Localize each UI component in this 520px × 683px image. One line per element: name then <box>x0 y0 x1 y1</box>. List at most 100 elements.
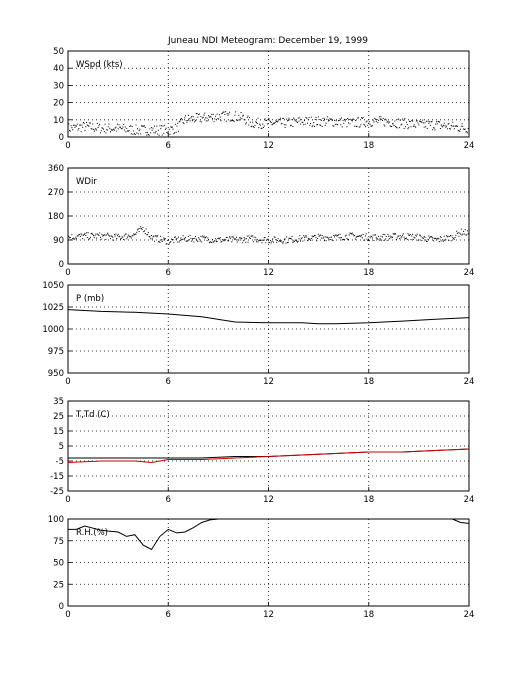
wdir-point <box>398 238 400 240</box>
wspd-point <box>162 125 164 127</box>
wspd-point <box>413 124 415 126</box>
wspd-point <box>410 126 412 128</box>
rh-xtick-label: 0 <box>65 610 70 620</box>
wdir-point <box>319 235 321 237</box>
wdir-point <box>437 237 439 239</box>
wdir-point <box>303 236 305 238</box>
wdir-point <box>256 241 258 243</box>
wdir-point <box>429 237 431 239</box>
wspd-point <box>298 120 300 122</box>
wdir-point <box>194 236 196 238</box>
wspd-point <box>299 117 301 119</box>
wspd-point <box>232 119 234 121</box>
wdir-point <box>95 233 97 235</box>
wspd-point <box>400 124 402 126</box>
wdir-point <box>164 238 166 240</box>
wspd-point <box>183 122 185 124</box>
wdir-point <box>232 236 234 238</box>
wdir-point <box>194 237 196 239</box>
wdir-point <box>361 237 363 239</box>
wspd-point <box>296 121 298 123</box>
wdir-point <box>285 242 287 244</box>
wspd-point <box>351 120 353 122</box>
wdir-point <box>412 233 414 235</box>
wdir-point <box>438 238 440 240</box>
wdir-point <box>185 240 187 242</box>
wdir-point <box>297 240 299 242</box>
pressure-ytick-label: 950 <box>48 369 64 379</box>
wdir-point <box>166 243 168 245</box>
wspd-point <box>304 123 306 125</box>
wdir-point <box>276 241 278 243</box>
wdir-point <box>433 238 435 240</box>
wdir-point <box>389 235 391 237</box>
wdir-point <box>353 235 355 237</box>
wspd-point <box>312 124 314 126</box>
wdir-point <box>139 227 141 229</box>
wdir-point <box>242 240 244 242</box>
wspd-point <box>458 129 460 131</box>
wdir-point <box>300 240 302 242</box>
wdir-point <box>96 237 98 239</box>
wspd-point <box>182 122 184 124</box>
wdir-point <box>90 233 92 235</box>
wdir-point <box>204 237 206 239</box>
wdir-point <box>378 239 380 241</box>
wspd-point <box>205 120 207 122</box>
wspd-point <box>433 127 435 129</box>
wspd-point <box>380 116 382 118</box>
wdir-point <box>92 235 94 237</box>
wspd-point <box>357 117 359 119</box>
wspd-point <box>341 117 343 119</box>
wspd-point <box>247 115 249 117</box>
wspd-point <box>120 128 122 130</box>
wspd-point <box>192 116 194 118</box>
wspd-point <box>228 113 230 115</box>
wspd-point <box>208 115 210 117</box>
wspd-point <box>324 124 326 126</box>
wdir-point <box>203 235 205 237</box>
wspd-point <box>412 120 414 122</box>
wdir-point <box>191 240 193 242</box>
wdir-point <box>463 231 465 233</box>
wdir-point <box>258 240 260 242</box>
rh-line-series0 <box>68 518 470 551</box>
wspd-point <box>332 125 334 127</box>
wdir-point <box>85 234 87 236</box>
wdir-point <box>409 233 411 235</box>
wspd-point <box>396 127 398 129</box>
wdir-point <box>294 239 296 241</box>
pressure-ytick-label: 1025 <box>42 303 64 313</box>
wdir-point <box>205 237 207 239</box>
wspd-point <box>225 120 227 122</box>
wspd-point <box>107 126 109 128</box>
wspd-point <box>175 131 177 133</box>
wdir-point <box>68 235 70 237</box>
wspd-point <box>391 126 393 128</box>
wdir-point <box>176 237 178 239</box>
wdir-xtick-label: 12 <box>263 268 274 278</box>
wdir-point <box>324 236 326 238</box>
wdir-point <box>151 238 153 240</box>
wdir-point <box>249 237 251 239</box>
wdir-point <box>120 238 122 240</box>
wspd-point <box>166 132 168 134</box>
wspd-point <box>215 115 217 117</box>
wdir-point <box>290 238 292 240</box>
wspd-point <box>113 129 115 131</box>
wspd-point <box>447 123 449 125</box>
wspd-point <box>186 121 188 123</box>
wspd-point <box>111 130 113 132</box>
wspd-point <box>202 116 204 118</box>
wdir-point <box>174 236 176 238</box>
wdir-point <box>199 240 201 242</box>
wdir-point <box>413 236 415 238</box>
wspd-point <box>172 128 174 130</box>
wdir-point <box>465 234 467 236</box>
wdir-point <box>133 234 135 236</box>
wspd-point <box>119 126 121 128</box>
wspd-point <box>300 123 302 125</box>
wdir-point <box>320 237 322 239</box>
wdir-point <box>241 238 243 240</box>
